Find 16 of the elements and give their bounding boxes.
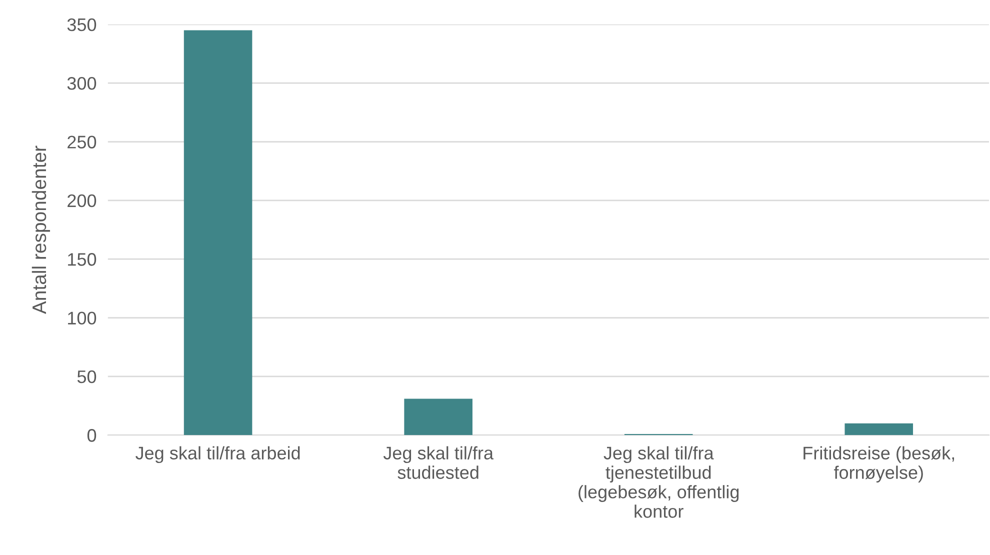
y-tick-label: 0 xyxy=(87,429,96,442)
bar xyxy=(184,30,252,436)
y-axis-title: Antall respondenter xyxy=(32,146,50,314)
bar xyxy=(404,398,472,436)
x-tick-label: Jeg skal til/fra studiested xyxy=(383,446,494,479)
y-tick-label: 50 xyxy=(77,370,96,384)
y-tick-label: 250 xyxy=(68,136,96,148)
x-tick-label: Jeg skal til/fra arbeid xyxy=(136,446,300,464)
y-tick-label: 350 xyxy=(67,18,96,32)
x-tick-label: Jeg skal til/fra tjenestetilbud (legebesøk, offentlig kontor xyxy=(578,446,739,518)
y-tick-label: 150 xyxy=(68,253,96,266)
y-tick-label: 100 xyxy=(68,312,96,324)
x-tick-label: Fritidsreise (besøk, fornøyelse) xyxy=(804,446,954,483)
bar xyxy=(844,423,914,436)
y-tick-label: 200 xyxy=(68,194,96,208)
y-tick-label: 300 xyxy=(67,77,96,90)
